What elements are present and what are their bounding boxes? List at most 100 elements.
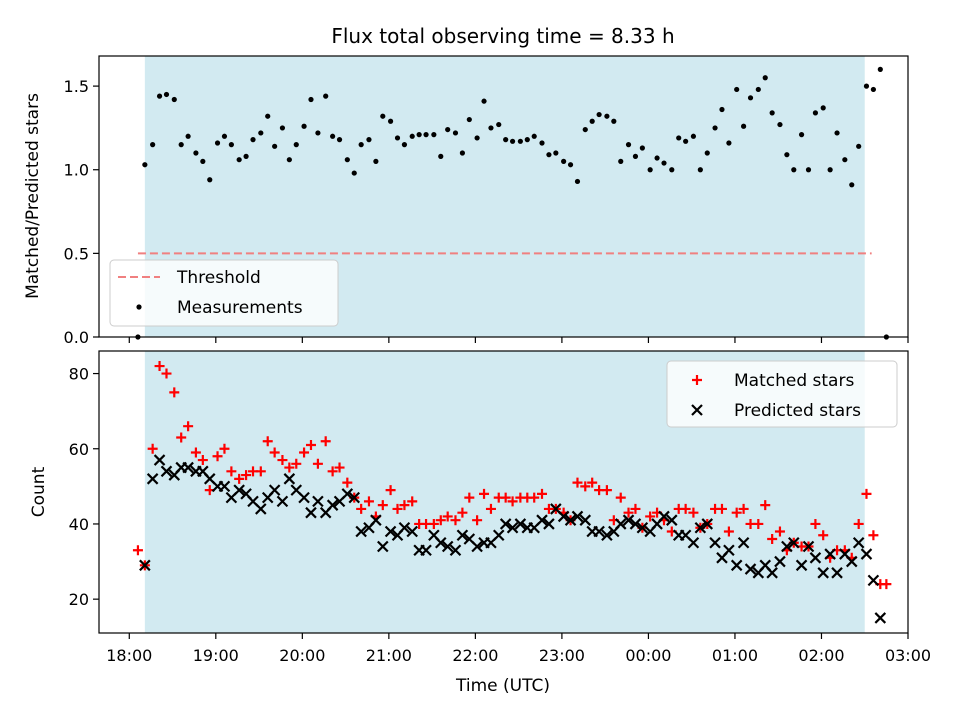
predicted-star-point — [298, 491, 310, 504]
measurement-point — [539, 140, 545, 146]
matched-star-point — [457, 507, 468, 518]
measurement-point — [250, 137, 256, 143]
matched-star-point — [320, 436, 331, 447]
ratio-axis-label: Matched/Predicted stars — [23, 93, 43, 299]
predicted-star-point — [788, 536, 800, 549]
measurement-point — [618, 158, 624, 164]
predicted-star-point — [809, 552, 822, 564]
measurement-point — [777, 121, 783, 128]
matched-star-point — [587, 477, 598, 488]
predicted-star-point — [766, 567, 778, 579]
predicted-star-point — [709, 536, 721, 549]
measurement-point — [611, 118, 617, 124]
measurement-point — [834, 130, 840, 136]
matched-star-point — [868, 530, 879, 541]
predicted-star-point — [326, 499, 339, 511]
matched-star-point — [212, 451, 223, 462]
predicted-star-point — [471, 540, 483, 553]
measurement-point — [856, 143, 862, 149]
predicted-star-point — [139, 559, 151, 572]
predicted-star-point — [276, 495, 289, 508]
matched-star-point — [680, 503, 691, 514]
predicted-star-point — [557, 510, 570, 523]
time-xtick-label: 02:00 — [798, 646, 844, 665]
predicted-star-point — [636, 521, 649, 534]
measurement-point — [279, 125, 286, 131]
measurement-point — [741, 123, 747, 129]
measurement-point — [669, 167, 675, 173]
matched-star-point — [537, 488, 548, 499]
measurement-point — [870, 86, 876, 93]
measurement-point — [647, 167, 653, 173]
matched-star-point — [853, 518, 864, 529]
time-axis-label: Time (UTC) — [455, 676, 550, 696]
matched-star-point — [760, 500, 771, 511]
predicted-star-point — [774, 555, 786, 568]
predicted-star-point — [694, 521, 707, 534]
predicted-star-point — [218, 480, 231, 493]
time-xtick-label: 00:00 — [625, 646, 671, 665]
count-legend-box — [666, 360, 898, 428]
predicted-legend-label: Predicted stars — [734, 401, 861, 421]
measurement-point — [509, 138, 516, 144]
predicted-star-point — [514, 518, 527, 530]
measurement-point — [784, 152, 790, 158]
matched-star-point — [132, 545, 143, 556]
ratio-ytick-label: 1.5 — [64, 77, 89, 96]
matched-star-point — [485, 503, 496, 514]
time-xtick-label: 01:00 — [712, 646, 758, 665]
measurements-legend-label: Measurements — [177, 298, 303, 318]
matched-star-point — [500, 492, 511, 503]
matched-star-point — [818, 530, 829, 541]
measurement-point — [769, 110, 775, 116]
measurement-point — [293, 142, 299, 148]
time-xtick-label: 21:00 — [366, 646, 412, 665]
count-ytick-label: 80 — [69, 365, 89, 384]
measurement-point — [445, 126, 451, 133]
predicted-star-point — [723, 544, 735, 557]
measurement-point — [185, 133, 191, 139]
measurement-point — [416, 132, 422, 138]
matched-star-point — [255, 466, 266, 477]
predicted-star-point — [744, 563, 757, 575]
predicted-star-point — [153, 454, 166, 466]
predicted-star-point — [543, 518, 555, 530]
matched-star-point — [169, 387, 180, 398]
predicted-star-point — [146, 473, 159, 485]
predicted-star-point — [182, 461, 194, 474]
measurement-point — [697, 167, 703, 173]
matched-star-point — [284, 462, 295, 473]
measurement-point — [820, 105, 826, 111]
measurement-point — [632, 153, 639, 159]
measurement-point — [546, 152, 552, 158]
predicted-star-point — [658, 510, 670, 523]
measurement-point — [791, 167, 797, 173]
measurement-point — [243, 153, 249, 159]
measurement-point — [438, 153, 444, 159]
measurement-point — [704, 150, 710, 156]
predicted-star-point — [867, 574, 880, 587]
time-xtick-label: 03:00 — [885, 646, 931, 665]
measurement-point — [200, 158, 206, 164]
measurement-point — [481, 98, 487, 104]
count-ytick-label: 20 — [69, 590, 89, 609]
count-panel: 20 40 60 80 18:00 19:00 20:00 21:00 22:00 23:00 0… — [29, 350, 931, 665]
measurement-point — [272, 143, 278, 149]
measurement-point — [301, 123, 307, 129]
measurement-point — [286, 157, 292, 163]
matched-star-point — [407, 496, 418, 507]
matched-star-point — [356, 503, 367, 514]
matched-star-point — [277, 455, 288, 466]
matched-star-point — [197, 455, 208, 466]
measurement-point — [517, 138, 523, 144]
count-ytick-label: 40 — [69, 515, 89, 534]
measurement-point — [531, 133, 537, 139]
matched-star-point — [183, 421, 194, 432]
matched-star-point — [435, 515, 446, 526]
predicted-star-point — [701, 518, 714, 530]
measurement-point — [380, 113, 386, 119]
matched-star-point — [154, 361, 165, 372]
predicted-star-point — [817, 567, 829, 579]
measurement-point — [625, 142, 632, 148]
measurement-point — [207, 177, 213, 183]
